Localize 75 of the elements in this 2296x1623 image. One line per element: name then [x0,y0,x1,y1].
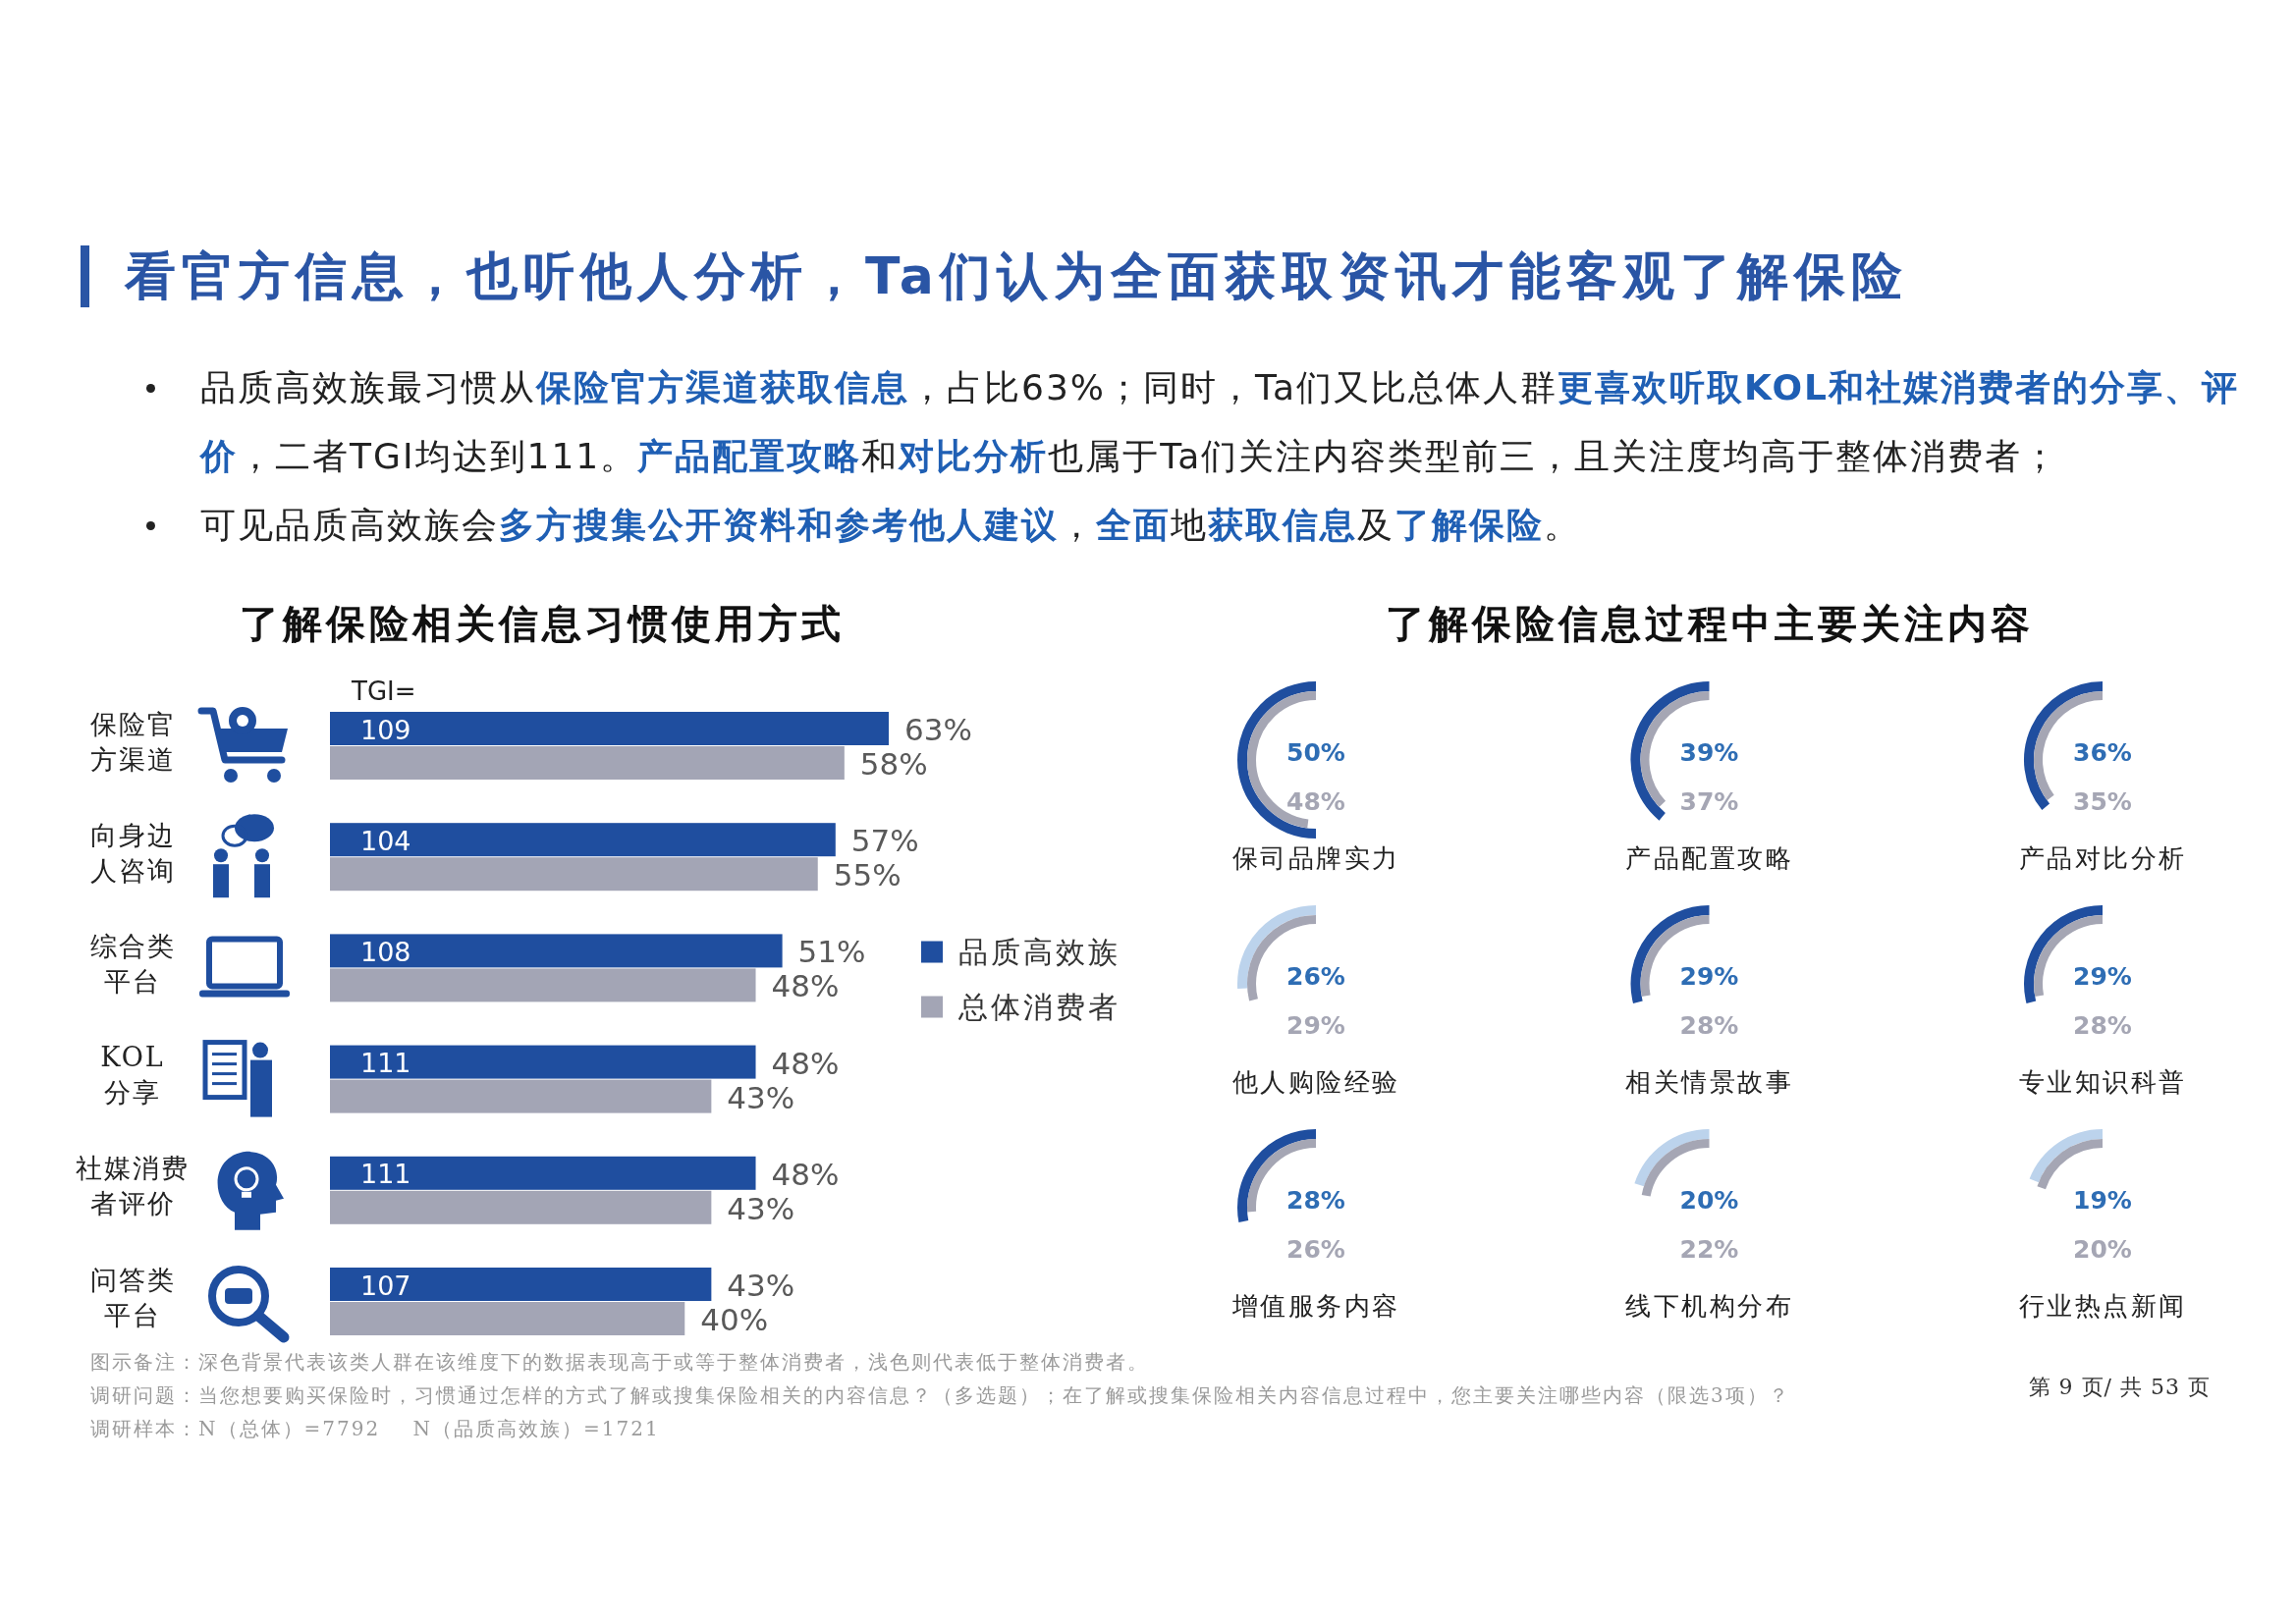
category-label: 产品配置攻略 [1625,843,1793,873]
chart-title: 了解保险相关信息习惯使用方式 [240,599,845,646]
data-label: 55% [833,857,902,893]
y-tick-label: KOL分享 [100,1042,165,1109]
data-label: 22% [1679,1234,1739,1264]
annotation: 104 [360,825,411,856]
text: 调研问题：当您想要购买保险时，习惯通过怎样的方式了解或搜集保险相关的内容信息？（多选题）；在了解或搜集保险相关内容信息过程中，您主要关注哪些内容（限选3项）？ [90,1382,1790,1409]
annotation: 111 [360,1159,411,1190]
annotation: 图示备注：深色背景代表该类人群在该维度下的数据表现高于或等于整体消费者，浅色则代表低于整体消费者。 [90,1349,1149,1376]
y-tick-label: 问答类平台 [89,1264,176,1330]
y-tick-label: 保险官方渠道 [89,708,176,775]
legend-label: 品质高效族 [958,935,1121,970]
data-label: 29% [1286,1010,1345,1040]
bar [330,1156,756,1190]
data-label: 48% [771,1156,840,1192]
data-label: 39% [1679,737,1739,767]
bar [330,712,889,745]
category-label: 行业热点新闻 [2018,1291,2187,1321]
text: 品质高效族最习惯从保险官方渠道获取信息，占比63%；同时，Ta们又比总体人群更喜欢听取KOL和社媒消费者的分享、评价，二者TGI均达到111。产品配置攻略和对比分析也属于Ta们关注内容类型前三，且关注度均高于整体消费者； [200,367,2239,476]
category-label: 他人购险经验 [1231,1067,1400,1097]
bar [330,1268,712,1301]
text: 第 9 页/ 共 53 页 [2028,1374,2211,1401]
data-label: 57% [850,823,919,859]
data-label: 43% [727,1079,795,1115]
data-label: 63% [904,712,972,747]
bar [330,968,756,1002]
data-label: 40% [700,1302,769,1337]
bar [330,1079,712,1113]
category-label: 保司品牌实力 [1231,843,1400,873]
data-label: 48% [771,1045,840,1081]
data-label: 28% [1286,1185,1345,1215]
data-label: 58% [859,746,928,782]
data-label: 20% [2073,1234,2132,1264]
data-label: 48% [771,968,840,1004]
data-label: 28% [1679,1010,1739,1040]
text: 看官方信息，也听他人分析，Ta们认为全面获取资讯才能客观了解保险 [125,245,1908,307]
bar [330,1190,712,1224]
data-label: 43% [727,1268,795,1303]
bar [330,823,836,857]
data-label: 29% [2073,961,2132,991]
category-label: 相关情景故事 [1625,1067,1793,1097]
data-label: 19% [2073,1185,2132,1215]
text: 调研样本：N（总体）=7792 N（品质高效族）=1721 [90,1416,660,1442]
category-label: 产品对比分析 [2018,843,2187,873]
bar [330,934,783,968]
annotation: 109 [360,714,411,745]
bar [330,746,845,780]
data-label: 36% [2073,737,2132,767]
data-label: 35% [2073,786,2132,816]
data-label: 51% [797,934,866,970]
data-label: 26% [1286,961,1345,991]
data-label: 37% [1679,786,1739,816]
data-label: 50% [1286,737,1345,767]
text: 可见品质高效族会多方搜集公开资料和参考他人建议，全面地获取信息及了解保险。 [200,505,1581,545]
bar [330,857,818,892]
bar [330,1302,685,1335]
y-tick-label: 综合类平台 [89,930,176,997]
annotation: 111 [360,1048,411,1079]
category-label: 增值服务内容 [1230,1291,1400,1321]
data-label: 20% [1679,1185,1739,1215]
data-label: 43% [727,1190,795,1226]
bar [330,1045,756,1079]
y-tick-label: 向身边人咨询 [89,819,176,886]
legend-label: 总体消费者 [957,990,1121,1025]
annotation: TGI= [351,676,416,706]
text: 了解保险信息过程中主要关注内容 [1386,599,2034,646]
annotation: 108 [360,936,411,967]
data-label: 48% [1286,786,1345,816]
annotation: 107 [360,1270,411,1301]
category-label: 专业知识科普 [2018,1067,2187,1097]
data-label: 26% [1286,1234,1345,1264]
category-label: 线下机构分布 [1625,1291,1793,1321]
data-label: 28% [2073,1010,2132,1040]
data-label: 29% [1679,961,1739,991]
y-tick-label: 社媒消费者评价 [76,1153,190,1219]
